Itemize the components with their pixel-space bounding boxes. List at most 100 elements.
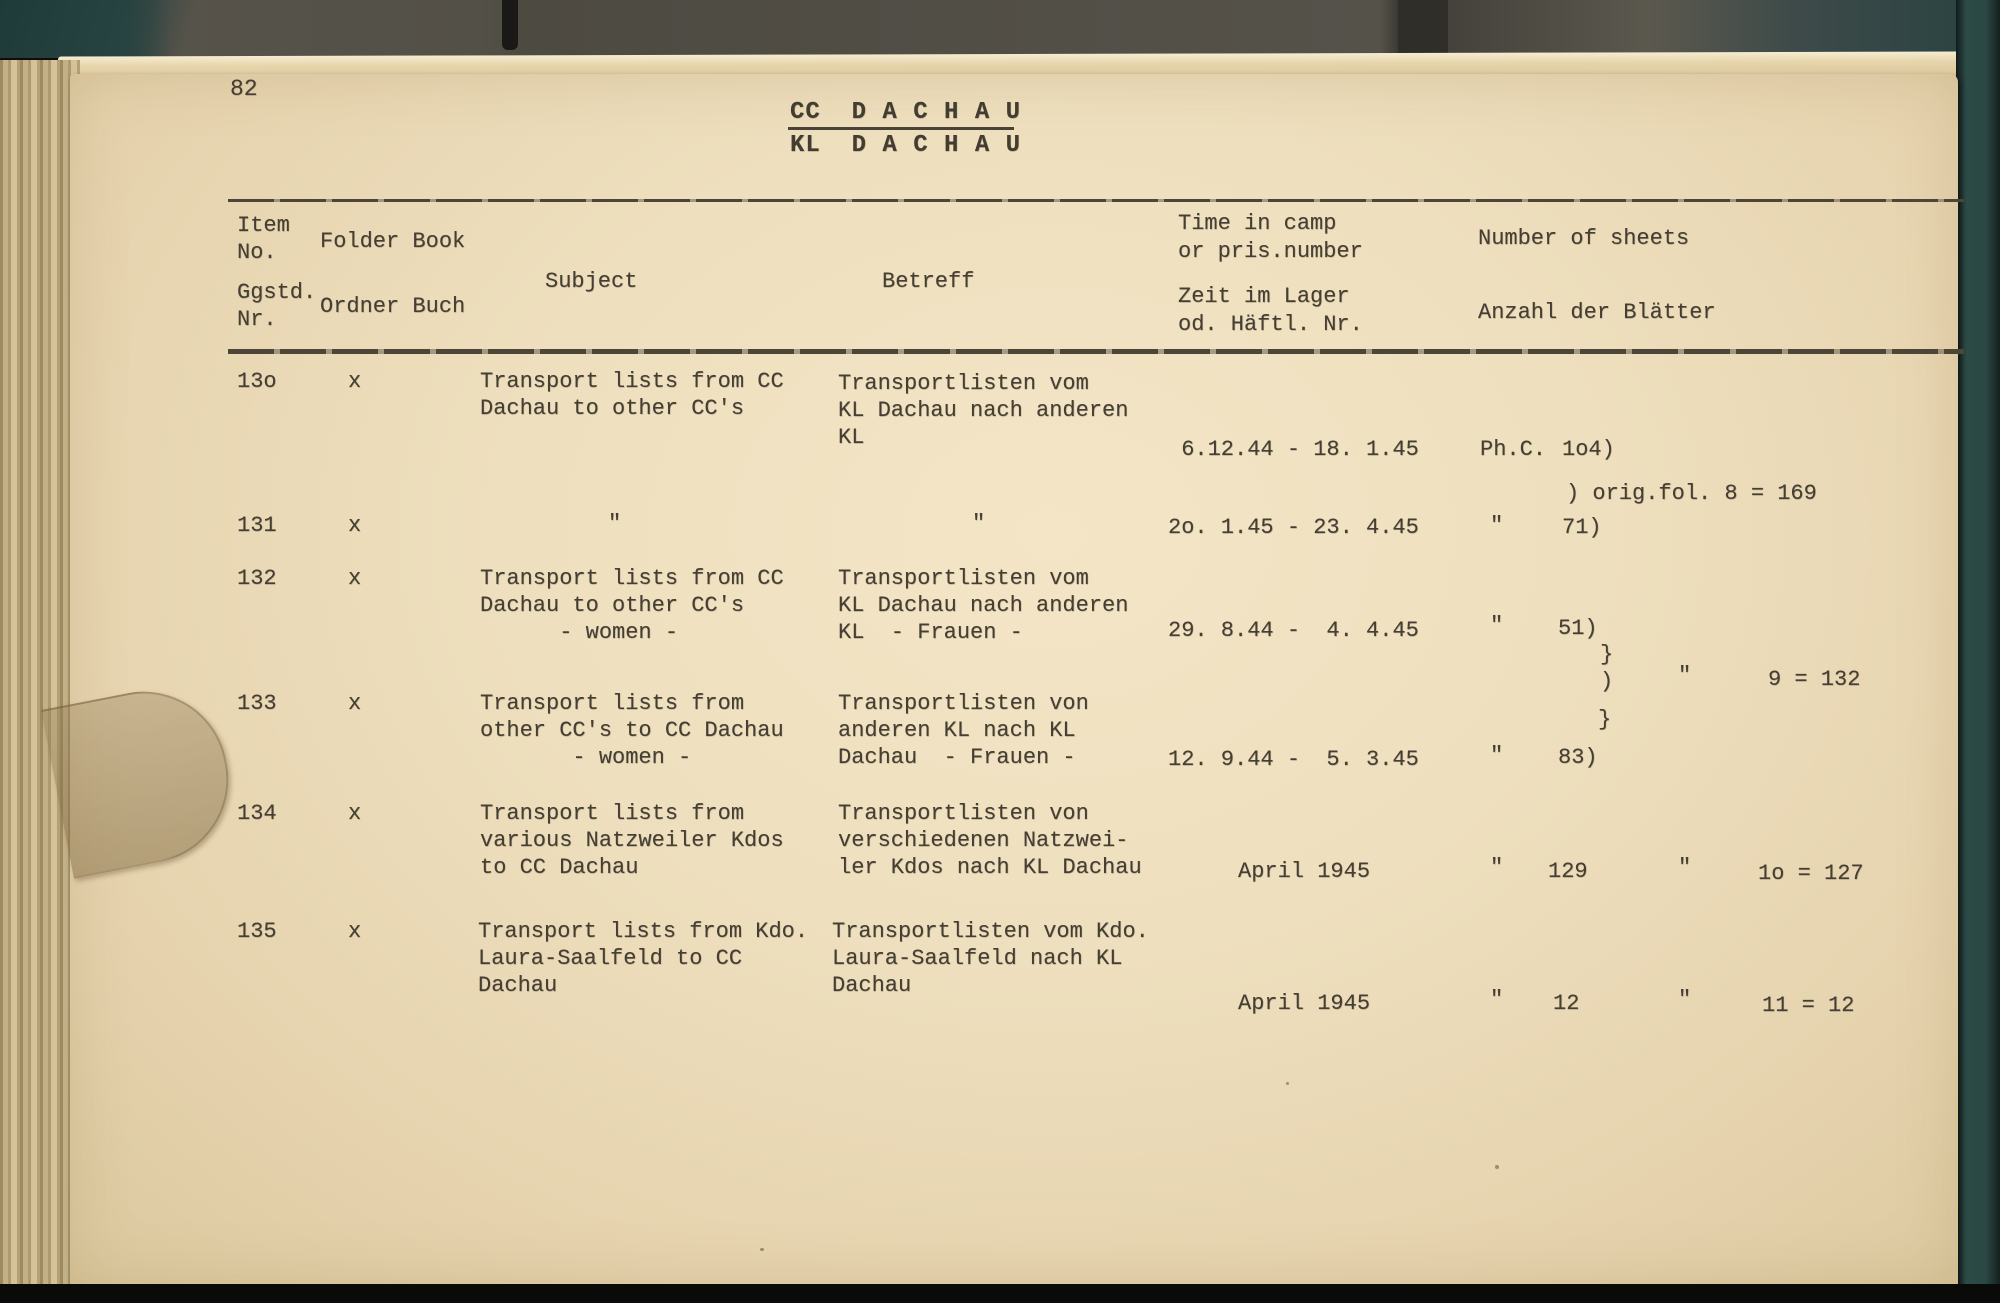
table-rule-top (228, 199, 1964, 202)
row-subject-line: Dachau to other CC's (480, 593, 745, 618)
table-rule-header-bottom (228, 349, 1964, 354)
row-betreff-line: KL Dachau nach anderen (838, 593, 1129, 618)
page-stack-left-edge (0, 60, 80, 1292)
row-ref-2: " (1678, 855, 1692, 880)
book-cover-corner (0, 0, 230, 58)
row-ref: " (1490, 987, 1504, 1012)
row-item-no: 134 (237, 801, 277, 826)
row-subject-ditto: " (608, 511, 622, 536)
col-header-subject: Subject (545, 269, 638, 294)
book-cover-right-edge (1956, 0, 2000, 1303)
col-header-sheets-en: Number of sheets (1478, 226, 1690, 251)
document-page (41, 74, 1958, 1286)
row-ref: " (1490, 613, 1504, 638)
row-folder-mark: x (348, 369, 362, 394)
row-subject-line: Transport lists from CC (480, 566, 784, 591)
row-betreff-line: Transportlisten vom (838, 566, 1089, 591)
row-time: April 1945 (1238, 991, 1371, 1016)
brace-glyph: } (1600, 642, 1614, 667)
row-subject-line: - women - (480, 620, 679, 645)
row-item-no: 133 (237, 691, 277, 716)
group-note: 9 = 132 (1768, 667, 1861, 692)
col-header-folder-de: Ordner Buch (320, 294, 466, 319)
col-header-sheets-de: Anzahl der Blätter (1478, 300, 1716, 325)
row-betreff-line: Laura-Saalfeld nach KL (832, 946, 1123, 971)
col-header-item-de-1: Ggstd. (237, 280, 317, 305)
row-betreff-line: verschiedenen Natzwei- (838, 828, 1129, 853)
col-header-time-de-1: Zeit im Lager (1178, 284, 1350, 309)
row-subject-line: - women - (480, 745, 692, 770)
row-ref-2: " (1678, 987, 1692, 1012)
paper-speck (760, 1248, 764, 1251)
row-sheets: 1o4) (1562, 437, 1615, 462)
col-header-folder-en: Folder Book (320, 229, 466, 254)
col-header-item-en-2: No. (237, 240, 277, 265)
paper-speck (1495, 1165, 1499, 1169)
row-note: 11 = 12 (1762, 993, 1855, 1018)
row-subject-line: Laura-Saalfeld to CC (478, 946, 743, 971)
row-betreff-line: Transportlisten vom Kdo. (832, 919, 1149, 944)
row-item-no: 131 (237, 513, 277, 538)
row-subject-line: Dachau to other CC's (480, 396, 745, 421)
brace-glyph: ) (1600, 669, 1614, 694)
row-subject-line: Dachau (478, 973, 558, 998)
row-sheets: 71) (1562, 515, 1602, 540)
row-betreff-line: anderen KL nach KL (838, 718, 1076, 743)
page-number: 82 (230, 76, 258, 102)
row-ref: Ph.C. (1480, 437, 1547, 462)
doc-title-english: CC D A C H A U (790, 99, 1022, 126)
row-betreff-line: Dachau - Frauen - (838, 745, 1076, 770)
annotation-orig-fol: ) orig.fol. 8 = 169 (1566, 481, 1817, 506)
row-subject-line: Transport lists from CC (480, 369, 784, 394)
col-header-item-de-2: Nr. (237, 307, 277, 332)
row-ref: " (1490, 855, 1504, 880)
paper-speck (1286, 1082, 1289, 1085)
row-item-no: 135 (237, 919, 277, 944)
row-time: 6.12.44 - 18. 1.45 (1168, 437, 1419, 462)
row-sheets: 83) (1558, 745, 1598, 770)
row-item-no: 132 (237, 566, 277, 591)
row-subject-line: other CC's to CC Dachau (480, 718, 784, 743)
row-betreff-line: KL Dachau nach anderen (838, 398, 1129, 423)
row-subject-line: Transport lists from (480, 691, 745, 716)
book-spine-top (0, 0, 2000, 58)
row-sheets: 12 (1553, 991, 1580, 1016)
row-subject-line: Transport lists from Kdo. (478, 919, 809, 944)
row-folder-mark: x (348, 919, 362, 944)
col-header-betreff: Betreff (882, 269, 975, 294)
binding-mark (502, 0, 518, 50)
row-item-no: 13o (237, 369, 277, 394)
row-folder-mark: x (348, 513, 362, 538)
col-header-time-en-2: or pris.number (1178, 239, 1363, 264)
row-sheets: 51) (1558, 616, 1598, 641)
row-folder-mark: x (348, 691, 362, 716)
binding-shadow (1398, 0, 1448, 56)
row-note: 1o = 127 (1758, 861, 1864, 886)
row-time: 2o. 1.45 - 23. 4.45 (1168, 515, 1419, 540)
doc-title-german: KL D A C H A U (790, 132, 1022, 159)
row-subject-line: to CC Dachau (480, 855, 639, 880)
row-folder-mark: x (348, 566, 362, 591)
row-betreff-line: KL - Frauen - (838, 620, 1023, 645)
row-subject-line: various Natzweiler Kdos (480, 828, 784, 853)
row-betreff-line: Transportlisten von (838, 801, 1089, 826)
row-ref: " (1490, 743, 1504, 768)
scan-bottom-edge (0, 1284, 2000, 1303)
row-betreff-line: ler Kdos nach KL Dachau (838, 855, 1142, 880)
col-header-time-de-2: od. Häftl. Nr. (1178, 312, 1363, 337)
row-betreff-line: Transportlisten vom (838, 371, 1089, 396)
row-betreff-line: Dachau (832, 973, 912, 998)
row-ref: " (1490, 513, 1504, 538)
index-tab (41, 677, 243, 879)
row-betreff-line: Transportlisten von (838, 691, 1089, 716)
row-folder-mark: x (348, 801, 362, 826)
title-underline (788, 127, 1014, 130)
row-time: April 1945 (1238, 859, 1371, 884)
row-sheets: 129 (1548, 859, 1588, 884)
col-header-item-en-1: Item (237, 213, 290, 238)
group-ditto: " (1678, 663, 1692, 688)
row-subject-line: Transport lists from (480, 801, 745, 826)
col-header-time-en-1: Time in camp (1178, 211, 1337, 236)
row-time: 12. 9.44 - 5. 3.45 (1168, 747, 1419, 772)
